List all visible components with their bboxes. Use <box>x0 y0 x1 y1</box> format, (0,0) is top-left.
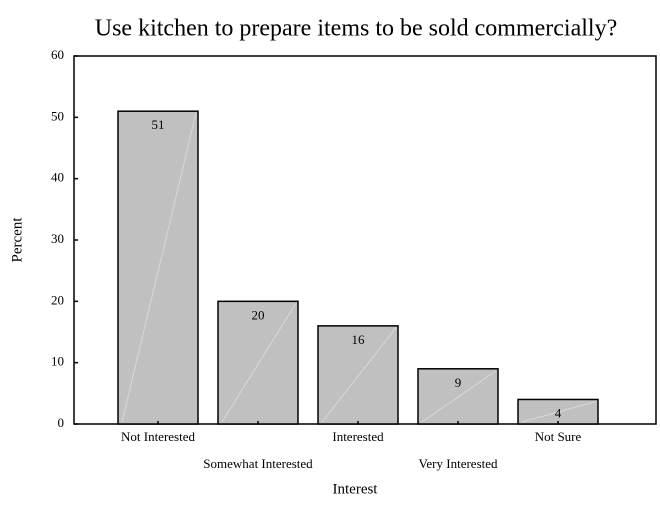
bar-sheen <box>121 113 197 423</box>
data-label: 4 <box>555 405 562 420</box>
data-label: 16 <box>352 332 366 347</box>
y-tick-label: 60 <box>51 47 64 62</box>
y-tick-label: 10 <box>51 354 64 369</box>
chart-title: Use kitchen to prepare items to be sold … <box>95 16 618 42</box>
bar <box>117 110 199 425</box>
y-tick-label: 40 <box>51 170 64 185</box>
bar <box>417 368 499 425</box>
y-tick-label: 30 <box>51 231 64 246</box>
y-tick-label: 0 <box>58 415 65 430</box>
x-tick-label: Not Sure <box>535 429 582 444</box>
y-tick-label: 50 <box>51 108 64 123</box>
bar-sheen <box>521 400 597 423</box>
x-tick-label: Very Interested <box>418 456 498 471</box>
y-tick-label: 20 <box>51 292 64 307</box>
y-axis-label: Percent <box>9 217 25 263</box>
bar-sheen <box>221 303 297 423</box>
data-label: 51 <box>152 117 165 132</box>
x-tick-label: Not Interested <box>121 429 196 444</box>
bar-sheen <box>421 370 497 423</box>
data-label: 20 <box>252 307 265 322</box>
bar-sheen <box>321 327 397 423</box>
x-axis-label: Interest <box>333 481 379 497</box>
data-label: 9 <box>455 375 462 390</box>
x-tick-label: Interested <box>332 429 384 444</box>
x-tick-label: Somewhat Interested <box>203 456 313 471</box>
